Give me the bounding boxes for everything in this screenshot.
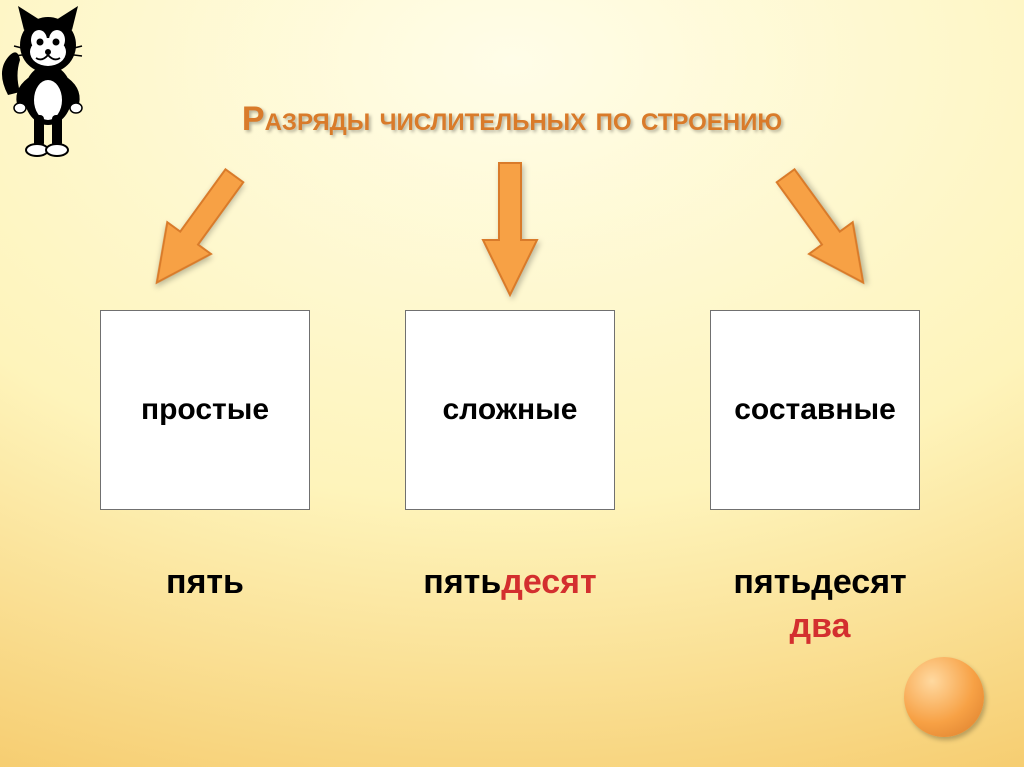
arrow-down-icon bbox=[475, 155, 545, 310]
example-main: пять bbox=[423, 563, 501, 601]
example-accent: десят bbox=[501, 563, 596, 601]
example-main: пять bbox=[166, 563, 244, 601]
example-word: пять bbox=[100, 560, 310, 604]
corner-circle-decoration bbox=[904, 657, 984, 737]
category-box: сложные bbox=[405, 310, 615, 510]
example-accent: два bbox=[790, 607, 851, 645]
category-box: составные bbox=[710, 310, 920, 510]
slide-root: Разряды числительных по строению простые… bbox=[0, 0, 1024, 767]
slide-title: Разряды числительных по строению bbox=[0, 100, 1024, 139]
arrow-down-icon bbox=[160, 155, 230, 310]
arrow-down-icon bbox=[790, 155, 860, 310]
example-word: пятьдесят bbox=[355, 560, 665, 604]
example-word: пятьдесят два bbox=[690, 560, 950, 648]
example-main: пятьдесят bbox=[733, 563, 906, 601]
category-box: простые bbox=[100, 310, 310, 510]
